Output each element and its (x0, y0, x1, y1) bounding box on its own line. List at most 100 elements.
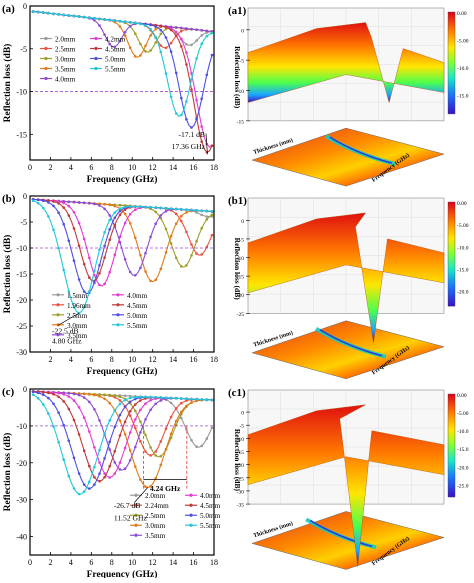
data-point (72, 456, 76, 460)
data-point (180, 219, 183, 223)
data-point (72, 227, 76, 230)
data-point (88, 256, 91, 260)
data-point (210, 233, 214, 237)
data-point (118, 241, 122, 244)
z-axis-label: Reflection loss (dB) (233, 429, 242, 492)
data-point (57, 200, 60, 203)
data-point (195, 211, 198, 214)
floor-band-core (309, 519, 373, 548)
data-point (139, 395, 142, 399)
y-tick-label: -30 (16, 496, 27, 505)
legend: 2.0mm 2.5mm 3.0mm 3.5mm 4.0mm 4.2mm 4.5mm 5.0mm… (40, 36, 126, 84)
annotation-rl: -22.5 dB (52, 326, 79, 335)
data-point (128, 24, 132, 28)
data-point (195, 252, 198, 255)
data-point (154, 454, 157, 457)
data-point (62, 206, 65, 209)
legend-label: 5.0mm (200, 512, 221, 520)
x-tick-label: 18 (210, 558, 218, 567)
data-point (93, 19, 96, 22)
data-point (88, 393, 91, 396)
data-point (62, 268, 65, 272)
data-point (82, 416, 86, 420)
data-point (134, 21, 137, 25)
legend-marker (94, 66, 98, 71)
z-tick-label: -10 (237, 256, 245, 262)
y-tick-label: -40 (16, 533, 27, 542)
data-point (42, 199, 45, 202)
data-point (128, 270, 132, 274)
data-point (77, 433, 81, 436)
data-point (88, 290, 91, 293)
data-point (108, 203, 111, 207)
data-point (195, 397, 198, 401)
annotation-freq: 11.52 GHz (114, 513, 148, 522)
data-point (113, 449, 117, 453)
data-point (169, 242, 173, 245)
data-point (210, 426, 214, 430)
data-point (190, 401, 193, 404)
data-point (98, 248, 101, 252)
data-point (185, 211, 188, 214)
data-point (72, 392, 76, 396)
legend-marker (44, 76, 48, 81)
data-point (77, 492, 81, 496)
data-point (144, 395, 147, 399)
floor-band-core (319, 329, 383, 357)
data-point (93, 483, 96, 486)
data-point (144, 251, 147, 255)
data-point (123, 20, 127, 24)
z-tick-label: -5 (239, 237, 244, 243)
legend-label: 4.2mm (105, 36, 126, 44)
data-point (144, 418, 147, 421)
data-point (190, 126, 193, 129)
annotation-rl: -17.1 dB (178, 130, 205, 139)
legend-marker (56, 323, 60, 327)
data-point (164, 72, 168, 75)
data-point (128, 46, 132, 49)
data-point (128, 394, 132, 398)
data-point (128, 396, 132, 400)
data-point (88, 400, 91, 404)
data-point (164, 427, 168, 431)
data-point (154, 35, 157, 39)
data-point (128, 431, 132, 434)
legend-marker (189, 523, 193, 527)
annotation-rl: -26.7 dB (114, 501, 141, 510)
data-point (210, 53, 214, 57)
floor-band-core (329, 136, 392, 164)
data-point (57, 13, 60, 16)
data-point (52, 204, 55, 208)
data-point (67, 439, 71, 443)
data-point (72, 259, 76, 263)
data-point (103, 203, 106, 206)
bandwidth-label: 4.24 GHz (150, 484, 181, 493)
series-line-4.0mm (33, 390, 213, 479)
data-point (88, 464, 91, 468)
legend-marker (44, 46, 48, 51)
legend-label: 2.5mm (145, 512, 166, 520)
data-point (190, 88, 193, 91)
legend-marker (116, 293, 120, 297)
y-axis-label: Reflection loss (dB) (2, 433, 13, 512)
data-point (47, 391, 50, 395)
data-point (108, 419, 111, 422)
data-point (77, 201, 81, 204)
data-point (159, 216, 163, 220)
data-point (98, 472, 101, 475)
data-point (159, 206, 163, 210)
legend-marker (44, 36, 48, 41)
data-point (174, 26, 178, 29)
data-point (118, 235, 122, 239)
plot-frame (29, 388, 215, 556)
data-point (200, 444, 203, 448)
data-point (134, 409, 137, 413)
data-point (128, 449, 132, 452)
data-point (72, 200, 76, 204)
data-point (62, 201, 65, 205)
data-point (52, 402, 55, 406)
legend-label: 2.24mm (145, 502, 169, 510)
data-point (113, 409, 117, 412)
data-point (159, 399, 163, 402)
data-point (36, 201, 40, 205)
